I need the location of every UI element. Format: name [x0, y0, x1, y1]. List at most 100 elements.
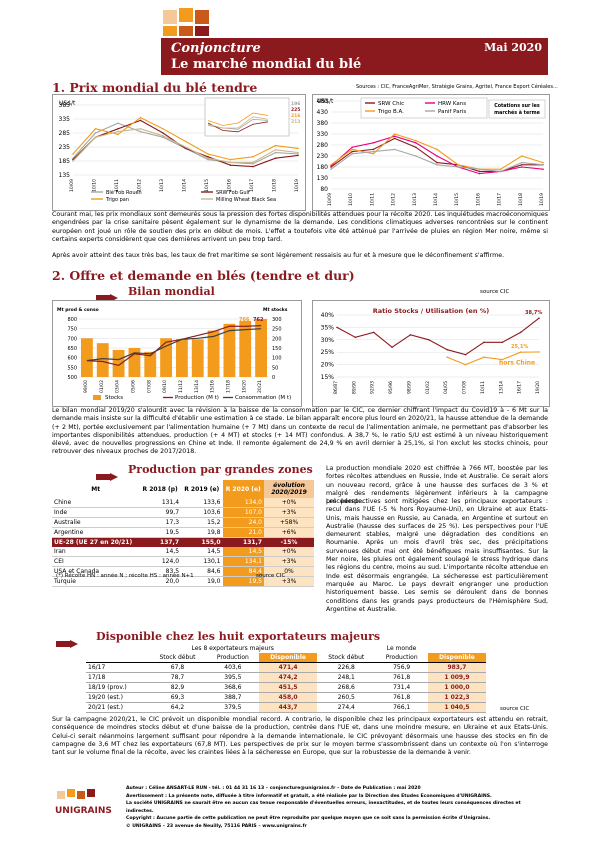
header-title: Le marché mondial du blé — [171, 57, 362, 72]
y-tick-label: 650 — [67, 346, 77, 352]
data-point — [207, 156, 209, 158]
table-cell: 84,4 — [222, 566, 264, 577]
prod-table-source: source CIC — [256, 573, 286, 579]
legend-label: Blé Fob Rouen — [106, 189, 142, 196]
data-point — [274, 144, 277, 147]
table-header-row: Mt R 2018 (p) R 2019 (e) R 2020 (e) évolutio… — [52, 480, 314, 498]
table-cell: +0% — [264, 547, 314, 557]
table-cell: Iran — [52, 547, 140, 557]
x-tick-label: 10/15 — [454, 193, 460, 206]
table-cell: 458,0 — [259, 692, 318, 703]
table-cell: 474,2 — [259, 672, 318, 683]
x-tick-label: 10/18 — [518, 193, 524, 206]
data-point — [372, 142, 375, 144]
data-point — [297, 153, 299, 155]
table-group-cell: Les 8 exportateurs majeurs — [191, 645, 274, 652]
table-cell: +6% — [264, 527, 314, 538]
x-tick-label: 99/00 — [83, 380, 89, 393]
table-cell: 14,5 — [139, 547, 182, 557]
x-tick-label: 09/10 — [162, 380, 168, 393]
y-tick-label: 800 — [67, 317, 77, 323]
table-cell: 155,0 — [201, 539, 221, 546]
table-cell: UE-28 (UE 27 en 20/21) — [54, 539, 133, 546]
data-point — [139, 119, 142, 122]
x-tick-label: 19/20 — [241, 380, 247, 393]
table-row: Turquie 20,0 19,0 19,5 +3% — [52, 576, 314, 587]
table-cell: 756,9 — [375, 662, 428, 673]
y-axis-label: Mt prod & conso — [57, 307, 99, 313]
table-header-cell: évolution 2020/2019 — [264, 480, 314, 498]
data-point — [162, 132, 164, 134]
x-tick-label: 10/12 — [137, 179, 143, 192]
stock-bar — [191, 339, 204, 377]
stock-bar — [223, 323, 236, 377]
table-cell: 1 000,0 — [427, 682, 486, 693]
section1-title: 1. Prix mondial du blé tendre — [52, 80, 258, 95]
x-tick-label: 11/12 — [178, 380, 184, 393]
x-tick-label: 10/15 — [204, 179, 210, 192]
data-point — [393, 133, 396, 135]
table-cell: Inde — [52, 507, 140, 518]
y-tick-label: 280 — [317, 142, 329, 149]
y-tick-label: 500 — [67, 375, 77, 381]
legend-label: HRW Kans — [438, 101, 466, 107]
table-cell: 134,1 — [222, 556, 264, 567]
x-tick-label: 98/99 — [406, 381, 412, 394]
arrow-icon — [96, 287, 118, 302]
data-point — [436, 148, 438, 151]
y-tick-label: 330 — [317, 131, 329, 138]
paragraph-2: Après avoir atteint des taux très bas, l… — [52, 252, 505, 259]
x-tick-label: 10/17 — [497, 193, 503, 206]
table-cell: 471,4 — [259, 662, 318, 673]
data-point — [372, 150, 375, 153]
data-point — [457, 164, 459, 166]
y-tick-label: 235 — [59, 144, 71, 151]
table-cell: 103,6 — [181, 507, 223, 518]
data-point — [391, 346, 393, 349]
data-point — [372, 153, 375, 155]
data-point — [72, 153, 74, 155]
section2-sub: Bilan mondial — [128, 285, 215, 298]
y2-tick-label: 0 — [272, 375, 275, 381]
x-tick-label: 95/96 — [388, 381, 394, 394]
x-tick-label: 10/14 — [182, 179, 188, 192]
data-point — [117, 133, 119, 136]
data-point — [436, 164, 438, 166]
table-group-cell — [86, 644, 148, 653]
legend-label: Panif Paris — [438, 109, 466, 115]
chart-title: Ratio Stocks / Utilisation (en %) — [373, 307, 489, 315]
table-cell: 388,7 — [206, 692, 260, 703]
data-point — [252, 161, 254, 164]
data-point — [428, 339, 430, 341]
data-point — [464, 353, 467, 356]
data-point — [542, 161, 544, 164]
data-point — [521, 164, 523, 166]
x-tick-label: 10/13 — [412, 193, 418, 206]
table-cell: 99,7 — [139, 507, 182, 518]
data-point — [252, 156, 254, 158]
data-point — [252, 165, 254, 168]
y-tick-label: 285 — [59, 130, 71, 137]
table-cell: 1 009,9 — [427, 672, 486, 683]
chart-world-balance: Mt prod & conso Mt stocks 500 550 600 650 700 7… — [52, 300, 302, 407]
prod-table: Mt R 2018 (p) R 2019 (e) R 2020 (e) évolutio… — [52, 480, 314, 587]
logo-text: UNIGRAINS — [55, 806, 112, 816]
dispo-table-source: source CIC — [500, 706, 530, 712]
table-cell: 16/17 — [86, 662, 149, 673]
data-label: 762 — [253, 317, 264, 323]
table-header-row: Stock début Production Disponible Stock déb… — [86, 653, 486, 663]
legend-label: Trigo B.A. — [377, 109, 404, 115]
x-tick-label: 01/02 — [99, 380, 105, 393]
chart1-svg: US$/t 135 185 235 285 335 385 10/09 10/10 10/11 10… — [59, 97, 300, 203]
series-line-0 — [336, 317, 540, 356]
x-tick-label: 10/11 — [369, 193, 375, 206]
y2-tick-label: 300 — [272, 317, 282, 323]
y-tick-label: 430 — [317, 109, 329, 116]
table-cell: +58% — [264, 517, 314, 528]
table-cell: 18/19 (prov.) — [86, 682, 149, 693]
data-point — [354, 336, 357, 339]
table-row: Australie 17,3 15,2 24,0 +58% — [52, 517, 314, 528]
data-point — [415, 142, 417, 144]
x-tick-label: 10/17 — [249, 179, 255, 192]
x-tick-label: 10/11 — [114, 179, 120, 192]
